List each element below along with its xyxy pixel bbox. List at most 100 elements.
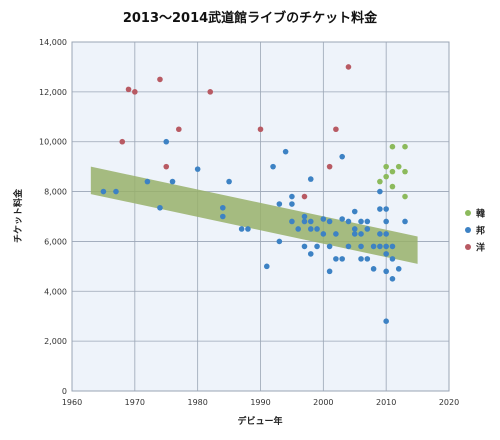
- data-point-series-1: [358, 231, 364, 237]
- data-point-series-2: [301, 193, 308, 200]
- data-point-series-2: [132, 89, 138, 95]
- data-point-series-1: [364, 256, 371, 262]
- data-point-series-1: [389, 276, 396, 282]
- data-point-series-1: [326, 268, 333, 275]
- legend-marker: [465, 227, 471, 233]
- data-point-series-1: [307, 176, 314, 182]
- tick-label-layer: 1960 1970 1980 1990 2000 2010 2020 0 2,000 4,000 6…: [39, 38, 459, 407]
- data-point-series-1: [301, 213, 308, 220]
- data-point-series-1: [326, 243, 333, 250]
- data-point-series-1: [383, 218, 389, 225]
- data-point-series-1: [345, 218, 352, 225]
- data-point-series-1: [370, 243, 377, 250]
- data-point-series-1: [358, 218, 364, 225]
- data-point-series-2: [119, 138, 126, 145]
- points-layer: [100, 64, 408, 325]
- data-point-series-1: [301, 218, 308, 225]
- data-point-series-1: [358, 256, 364, 262]
- data-point-series-1: [100, 188, 107, 195]
- data-point-series-1: [326, 218, 333, 225]
- data-point-series-1: [307, 251, 314, 257]
- data-point-series-1: [157, 204, 163, 211]
- data-point-series-1: [383, 318, 389, 325]
- data-point-series-1: [301, 243, 308, 250]
- x-tick-label: 2020: [439, 398, 459, 407]
- data-point-series-1: [144, 178, 151, 185]
- data-point-series-1: [345, 243, 352, 250]
- x-tick-label: 2010: [376, 398, 396, 407]
- data-point-series-1: [289, 201, 295, 207]
- data-point-series-1: [276, 238, 283, 245]
- data-point-series-0: [383, 173, 389, 180]
- legend-label: 洋: [476, 242, 485, 254]
- data-point-series-2: [257, 126, 264, 133]
- legend-label: 邦: [476, 225, 485, 237]
- data-point-series-1: [169, 178, 176, 185]
- y-tick-label: 10,000: [39, 138, 67, 147]
- x-axis-title: デビュー年: [237, 415, 282, 427]
- data-point-series-1: [351, 226, 358, 232]
- chart-title: 2013～2014武道館ライブのチケット料金: [123, 10, 378, 26]
- data-point-series-1: [263, 263, 270, 270]
- data-point-series-1: [276, 201, 283, 207]
- data-point-series-1: [314, 226, 320, 232]
- data-point-series-0: [383, 163, 389, 170]
- data-point-series-1: [238, 226, 245, 232]
- data-point-series-1: [333, 256, 339, 262]
- data-point-series-1: [339, 153, 345, 160]
- data-point-series-1: [358, 243, 364, 250]
- data-point-series-2: [326, 163, 333, 170]
- data-point-series-0: [377, 178, 383, 185]
- legend-label: 韓: [476, 208, 485, 220]
- data-point-series-2: [333, 126, 339, 133]
- data-point-series-1: [364, 226, 371, 232]
- y-tick-label: 8,000: [44, 188, 67, 197]
- data-point-series-1: [370, 266, 377, 272]
- data-point-series-1: [351, 208, 358, 215]
- data-point-series-1: [383, 268, 389, 275]
- data-point-series-1: [339, 216, 345, 222]
- data-point-series-1: [307, 218, 314, 225]
- data-point-series-2: [207, 89, 214, 95]
- data-point-series-1: [377, 231, 383, 237]
- data-point-series-1: [389, 243, 396, 250]
- data-point-series-1: [389, 256, 396, 262]
- data-point-series-0: [402, 168, 408, 175]
- data-point-series-0: [389, 143, 396, 150]
- data-point-series-1: [220, 213, 226, 220]
- data-point-series-0: [395, 163, 402, 170]
- y-tick-label: 14,000: [39, 38, 67, 47]
- y-tick-label: 0: [62, 387, 67, 396]
- data-point-series-1: [289, 218, 295, 225]
- data-point-series-1: [377, 188, 383, 195]
- data-point-series-1: [377, 243, 383, 250]
- data-point-series-1: [383, 206, 389, 212]
- data-point-series-1: [270, 163, 276, 170]
- data-point-series-1: [383, 231, 389, 237]
- legend-marker: [465, 244, 471, 250]
- y-tick-label: 4,000: [44, 287, 67, 296]
- data-point-series-1: [339, 256, 345, 262]
- x-tick-label: 1990: [250, 398, 270, 407]
- data-point-series-0: [402, 143, 408, 150]
- data-point-series-0: [389, 183, 396, 190]
- data-point-series-2: [345, 64, 352, 70]
- x-tick-label: 2000: [313, 398, 333, 407]
- data-point-series-1: [307, 226, 314, 232]
- x-tick-label: 1960: [62, 398, 82, 407]
- data-point-series-1: [289, 193, 295, 200]
- data-point-series-1: [282, 148, 289, 155]
- data-point-series-2: [125, 86, 132, 93]
- data-point-series-2: [163, 163, 170, 170]
- data-point-series-1: [333, 231, 339, 237]
- data-point-series-1: [377, 206, 383, 212]
- y-axis-title: チケット料金: [12, 188, 24, 243]
- x-tick-label: 1970: [125, 398, 145, 407]
- data-point-series-1: [402, 218, 408, 225]
- data-point-series-1: [383, 243, 389, 250]
- data-point-series-0: [402, 193, 408, 200]
- data-point-series-1: [351, 231, 358, 237]
- data-point-series-2: [157, 76, 163, 83]
